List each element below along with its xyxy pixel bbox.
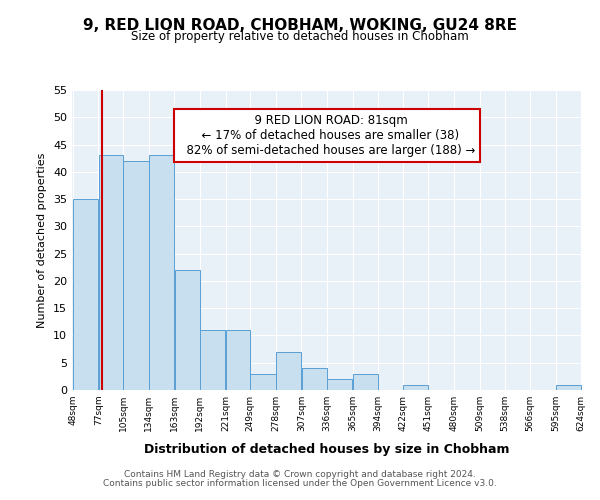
- Bar: [403, 384, 428, 390]
- Text: Size of property relative to detached houses in Chobham: Size of property relative to detached ho…: [131, 30, 469, 43]
- Bar: [200, 330, 225, 390]
- Bar: [250, 374, 275, 390]
- Bar: [353, 374, 378, 390]
- Text: 9, RED LION ROAD, CHOBHAM, WOKING, GU24 8RE: 9, RED LION ROAD, CHOBHAM, WOKING, GU24 …: [83, 18, 517, 32]
- Bar: [327, 379, 352, 390]
- Bar: [556, 384, 581, 390]
- Bar: [302, 368, 327, 390]
- Text: Distribution of detached houses by size in Chobham: Distribution of detached houses by size …: [144, 442, 510, 456]
- Y-axis label: Number of detached properties: Number of detached properties: [37, 152, 47, 328]
- Bar: [149, 156, 174, 390]
- Bar: [124, 161, 149, 390]
- Text: Contains public sector information licensed under the Open Government Licence v3: Contains public sector information licen…: [103, 479, 497, 488]
- Bar: [99, 156, 123, 390]
- Bar: [276, 352, 301, 390]
- Text: 9 RED LION ROAD: 81sqm
  ← 17% of detached houses are smaller (38)
  82% of semi: 9 RED LION ROAD: 81sqm ← 17% of detached…: [179, 114, 475, 157]
- Bar: [73, 199, 98, 390]
- Bar: [226, 330, 250, 390]
- Text: Contains HM Land Registry data © Crown copyright and database right 2024.: Contains HM Land Registry data © Crown c…: [124, 470, 476, 479]
- Bar: [175, 270, 200, 390]
